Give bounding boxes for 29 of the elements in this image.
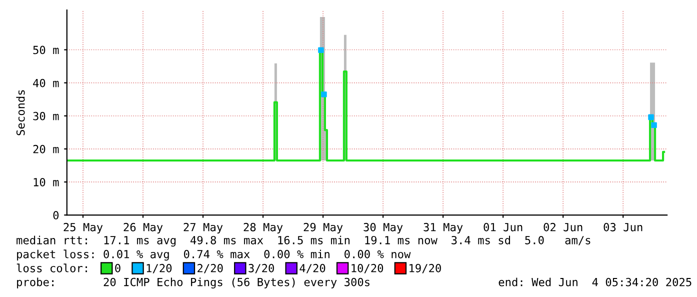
x-tick-label: 01 Jun xyxy=(484,222,522,232)
legend-label: 3/20 xyxy=(248,264,274,274)
y-tick-label: 50 m xyxy=(33,46,59,54)
x-tick-label: 30 May xyxy=(364,222,403,234)
legend-title: loss color: xyxy=(16,264,87,272)
text: end: Wed Jun 4 05:34:20 2025 xyxy=(498,278,692,286)
text: packet loss: 0.01 % avg 0.74 % max 0.00 % min 0.00 % now xyxy=(17,250,411,261)
y-tick-label: 20 m xyxy=(33,144,59,154)
text: probe: 20 ICMP Echo Pings (56 Bytes) every 300s xyxy=(17,278,370,288)
y-tick-label: 0 xyxy=(53,211,59,220)
x-tick-label: 03 Jun xyxy=(604,222,642,232)
legend-label: 10/20 xyxy=(352,264,384,274)
y-axis-title: Seconds xyxy=(16,90,25,136)
x-tick-label: 27 May xyxy=(184,222,223,234)
y-tick-label: 10 m xyxy=(34,178,59,186)
legend-label: 4/20 xyxy=(300,264,326,274)
y-tick-label: 40 m xyxy=(33,78,59,88)
x-tick-label: 29 May xyxy=(304,222,343,234)
legend-label: 1/20 xyxy=(146,264,172,274)
text: median rtt: 17.1 ms avg 49.8 ms max 16.5 ms min 19.1 ms now 3.4 ms sd 5.0 am/s xyxy=(16,236,590,247)
x-tick-label: 31 May xyxy=(424,222,463,234)
legend-label: 2/20 xyxy=(198,264,223,274)
x-tick-label: 26 May xyxy=(124,222,163,234)
x-tick-label: 02 Jun xyxy=(544,222,582,232)
x-tick-label: 28 May xyxy=(244,222,283,234)
x-tick-label: 25 May xyxy=(64,222,103,234)
y-tick-label: 30 m xyxy=(33,112,59,120)
legend-label: 19/20 xyxy=(410,264,441,274)
legend-label: 0 xyxy=(115,264,120,272)
